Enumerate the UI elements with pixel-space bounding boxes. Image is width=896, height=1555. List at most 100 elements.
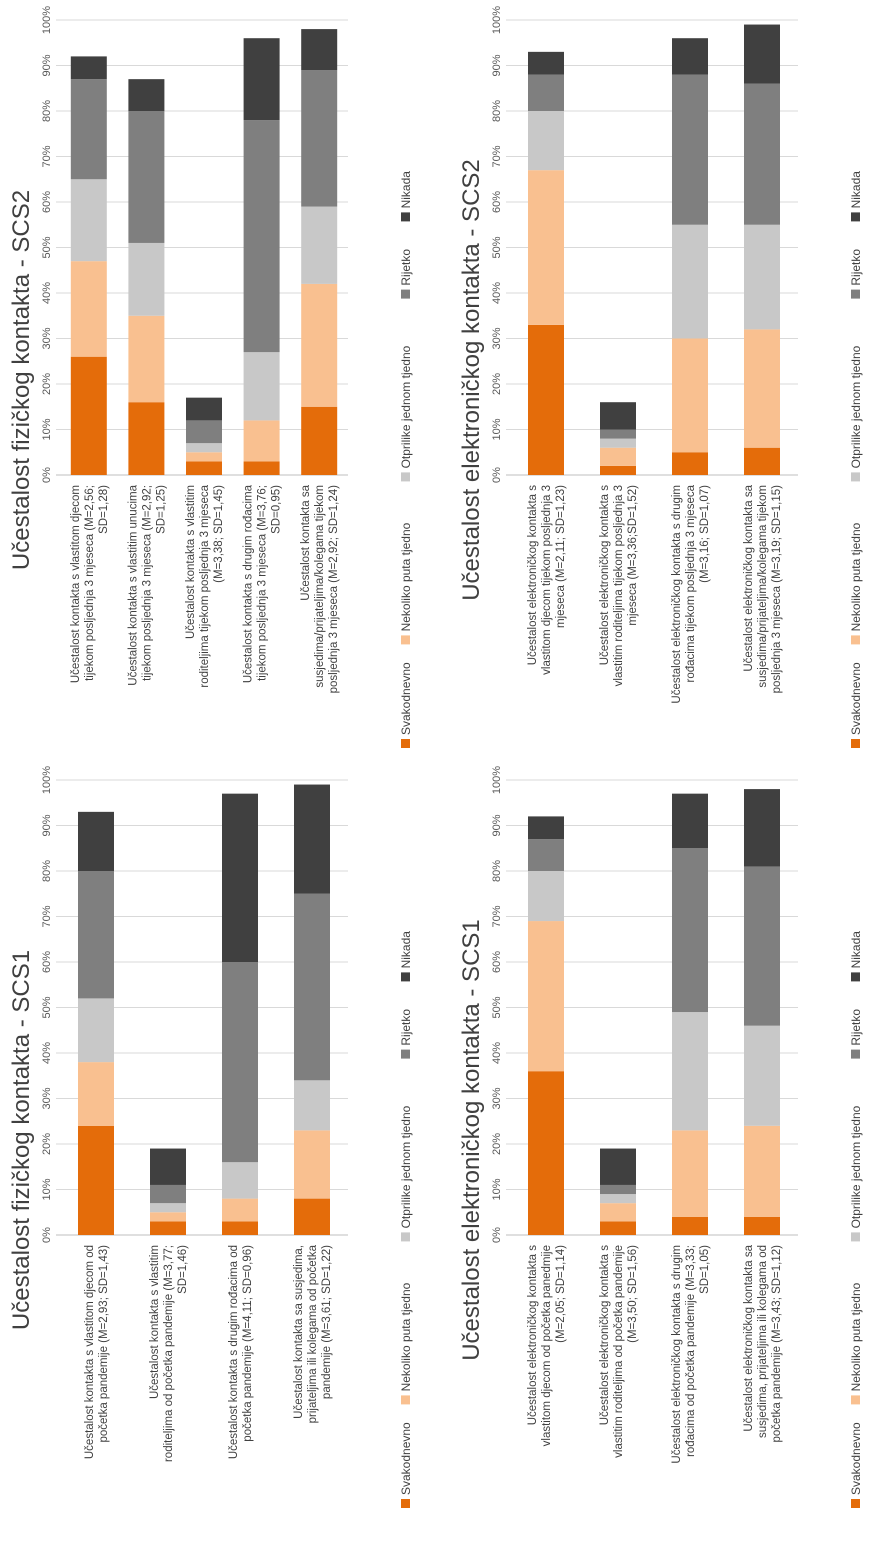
bar-segment	[600, 465, 636, 475]
bar-segment	[78, 871, 114, 999]
y-tick-label: 20%	[41, 373, 53, 395]
legend-swatch	[401, 739, 410, 748]
y-tick-label: 30%	[41, 1087, 53, 1109]
bar-segment	[222, 1198, 258, 1222]
category-label: Učestalost kontakta s vlastitim roditelji…	[149, 1245, 189, 1462]
y-tick-label: 60%	[491, 191, 503, 213]
category-label: Učestalost elektroničkog kontakta s vlast…	[599, 485, 639, 687]
legend-label: Nekoliko puta tjedno	[399, 522, 413, 631]
bar-segment	[150, 1203, 186, 1213]
legend-label: Rijetko	[849, 249, 863, 286]
legend-swatch	[851, 1499, 860, 1508]
bar-segment	[672, 74, 708, 225]
bar-segment	[222, 1221, 258, 1235]
chart-plot: 0% 10% 20% 30% 40% 50% 60% 70% 80% 90% 100% Učestal…	[41, 766, 413, 1508]
bar-segment	[70, 356, 107, 475]
y-tick-label: 0%	[491, 1227, 503, 1243]
legend-label: Nekoliko puta tjedno	[849, 1282, 863, 1391]
bar-segment	[186, 461, 222, 475]
bar-segment	[294, 1080, 330, 1131]
y-tick-label: 90%	[41, 814, 53, 836]
legend-label: Nikada	[399, 931, 413, 969]
legend-swatch	[851, 472, 860, 482]
y-tick-label: 90%	[41, 54, 53, 76]
legend-label: Nikada	[849, 931, 863, 969]
bar-segment	[600, 429, 636, 439]
y-tick-label: 100%	[491, 766, 503, 794]
bar-segment	[672, 1130, 708, 1217]
legend-label: Otprilike jednom tjedno	[399, 345, 413, 468]
y-tick-label: 80%	[41, 100, 53, 122]
bar-segment	[600, 438, 636, 448]
legend-label: Otprilike jednom tjedno	[399, 1105, 413, 1228]
y-tick-label: 100%	[41, 6, 53, 34]
bar-segment	[301, 406, 338, 475]
bar-segment	[672, 793, 708, 849]
y-tick-label: 80%	[41, 860, 53, 882]
category-label: Učestalost elektroničkog kontakta s drug…	[671, 1245, 711, 1464]
bar-segment	[150, 1148, 186, 1185]
legend-swatch	[401, 289, 410, 299]
bar-segment	[672, 338, 708, 453]
bar-segment	[222, 1162, 258, 1199]
category-label: Učestalost elektroničkog kontakta sa susj…	[743, 1244, 783, 1442]
bar-segment	[222, 962, 258, 1163]
bar-segment	[744, 83, 780, 225]
bar-segment	[243, 38, 280, 121]
bar-segment	[301, 283, 338, 407]
bar-segment	[600, 1184, 636, 1195]
legend-swatch	[401, 212, 410, 222]
legend-label: Nikada	[849, 171, 863, 209]
bar-segment	[600, 447, 636, 466]
legend-swatch	[851, 1049, 860, 1059]
bar-segment	[70, 79, 107, 180]
y-tick-label: 50%	[491, 996, 503, 1018]
legend-label: Nekoliko puta tjedno	[399, 1282, 413, 1391]
chart-electronic-scs1: Učestalost elektroničkog kontakta - SCS1…	[450, 760, 890, 1520]
bar-segment	[672, 38, 708, 75]
legend-swatch	[401, 1499, 410, 1508]
bar-segment	[600, 1194, 636, 1204]
legend-swatch	[851, 972, 860, 982]
bar-segment	[672, 452, 708, 475]
bar-segment	[78, 811, 114, 871]
legend-label: Rijetko	[399, 1009, 413, 1046]
y-tick-label: 30%	[491, 327, 503, 349]
y-tick-label: 50%	[491, 236, 503, 258]
bar-segment	[150, 1212, 186, 1222]
bar-segment	[301, 206, 338, 284]
bar-segment	[528, 170, 564, 325]
y-tick-label: 20%	[41, 1133, 53, 1155]
y-tick-label: 70%	[41, 905, 53, 927]
y-tick-label: 100%	[41, 766, 53, 794]
legend-swatch	[851, 289, 860, 299]
bar-segment	[600, 402, 636, 430]
bar-segment	[243, 420, 280, 462]
bar-segment	[744, 24, 780, 84]
bar-segment	[744, 224, 780, 330]
bar-segment	[744, 329, 780, 448]
bar-segment	[600, 1203, 636, 1222]
category-label: Učestalost elektroničkog kontakta s vlast…	[527, 485, 567, 675]
bar-segment	[744, 1125, 780, 1217]
bar-segment	[243, 120, 280, 353]
legend-swatch	[401, 1232, 410, 1242]
category-label: Učestalost kontakta s vlastitim roditelji…	[185, 484, 225, 687]
legend-swatch	[401, 635, 410, 645]
chart-plot: 0% 10% 20% 30% 40% 50% 60% 70% 80% 90% 100% Učestal…	[41, 6, 413, 748]
bar-segment	[528, 1071, 564, 1235]
legend-swatch	[851, 635, 860, 645]
y-tick-label: 70%	[41, 145, 53, 167]
y-tick-label: 50%	[41, 236, 53, 258]
chart-electronic-scs2: Učestalost elektroničkog kontakta - SCS2…	[450, 0, 890, 760]
bar-segment	[222, 793, 258, 962]
bar-segment	[186, 420, 222, 444]
y-tick-label: 10%	[41, 418, 53, 440]
category-label: Učestalost kontakta sa susjedima/prijatel…	[300, 484, 340, 693]
bar-segment	[150, 1184, 186, 1204]
legend-label: Svakodnevno	[399, 1422, 413, 1495]
bar-segment	[294, 893, 330, 1081]
bar-segment	[78, 1062, 114, 1126]
bar-segment	[78, 998, 114, 1063]
chart-physical-scs2: Učestalost fizičkog kontakta - SCS2 0% 10…	[0, 0, 440, 760]
